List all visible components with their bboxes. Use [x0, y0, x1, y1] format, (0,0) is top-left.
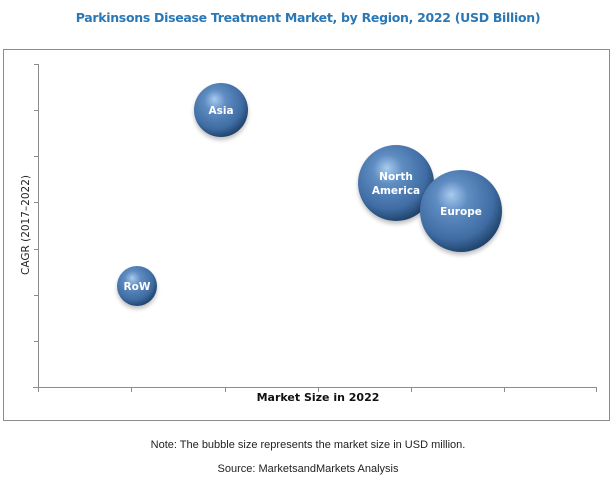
bubble-label: Asia: [208, 105, 233, 117]
bubble-row: RoW: [117, 266, 157, 306]
bubble-label: America: [372, 185, 420, 197]
bubble-label: North: [379, 171, 413, 183]
bubble-circle: [117, 266, 157, 306]
chart-title: Parkinsons Disease Treatment Market, by …: [75, 10, 541, 25]
bubble-label: Europe: [440, 206, 482, 218]
y-axis-label: CAGR (2017–2022): [20, 175, 32, 275]
bubble-asia: Asia: [194, 83, 248, 137]
bubble-europe: Europe: [420, 170, 502, 252]
bubble-circle: [194, 83, 248, 137]
y-axis: [34, 64, 39, 388]
x-axis-label: Market Size in 2022: [256, 391, 380, 404]
chart-frame: [3, 49, 610, 421]
x-axis: [33, 387, 597, 392]
bubble-circle: [420, 170, 502, 252]
bubble-north-america: North America: [358, 145, 434, 221]
chart-note: Note: The bubble size represents the mar…: [150, 439, 466, 451]
bubble-label: RoW: [124, 281, 151, 293]
chart-source: Source: MarketsandMarkets Analysis: [217, 463, 399, 475]
bubble-circle: [358, 145, 434, 221]
bubble-series: Asia RoW North America Europe: [117, 83, 502, 306]
